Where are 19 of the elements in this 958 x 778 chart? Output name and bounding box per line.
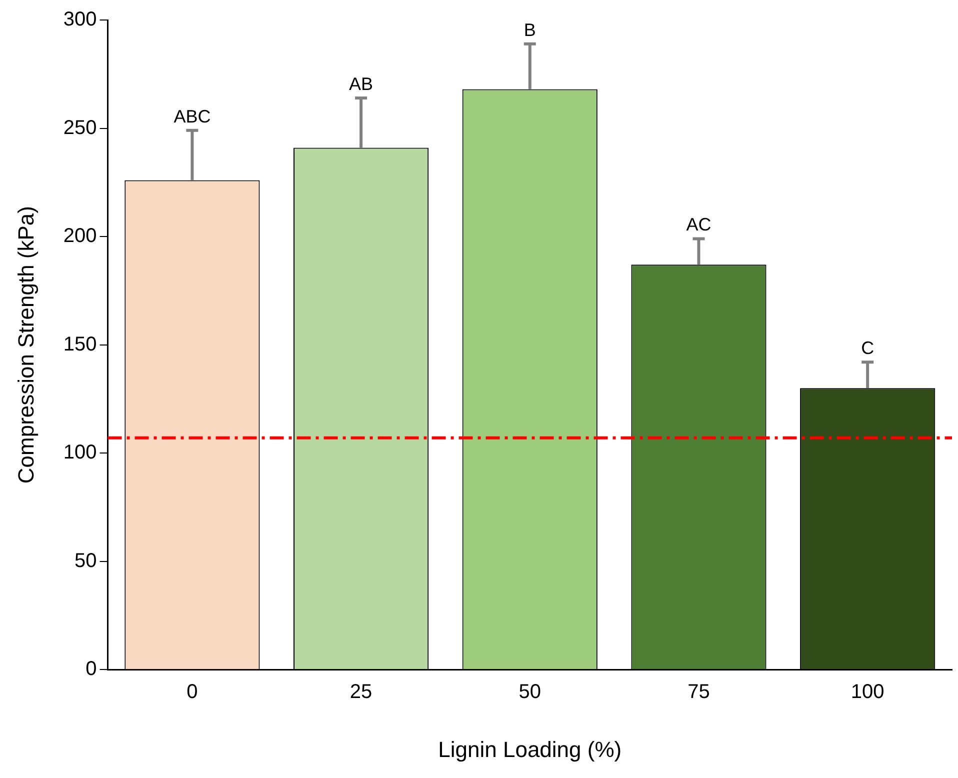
- annotation: C: [861, 338, 874, 358]
- y-tick-label: 100: [63, 442, 97, 464]
- x-tick-label: 75: [688, 681, 710, 704]
- y-tick-label: 50: [74, 550, 97, 572]
- x-axis-title: Lignin Loading (%): [438, 736, 622, 762]
- annotation: AB: [349, 74, 374, 94]
- y-axis-title: Compression Strength (kPa): [13, 206, 38, 484]
- y-tick-label: 300: [63, 8, 97, 31]
- y-tick-label: 150: [63, 333, 97, 356]
- x-tick-label: 50: [518, 681, 542, 704]
- y-tick-label: 250: [63, 116, 97, 139]
- y-tick-label: 0: [86, 658, 97, 680]
- annotation: ABC: [174, 106, 211, 126]
- annotation: B: [524, 20, 536, 40]
- x-tick-label: 0: [186, 681, 198, 704]
- x-tick-label: 100: [850, 681, 884, 704]
- x-tick-label: 25: [350, 681, 372, 704]
- y-tick-label: 200: [63, 225, 97, 248]
- annotation: AC: [686, 214, 712, 235]
